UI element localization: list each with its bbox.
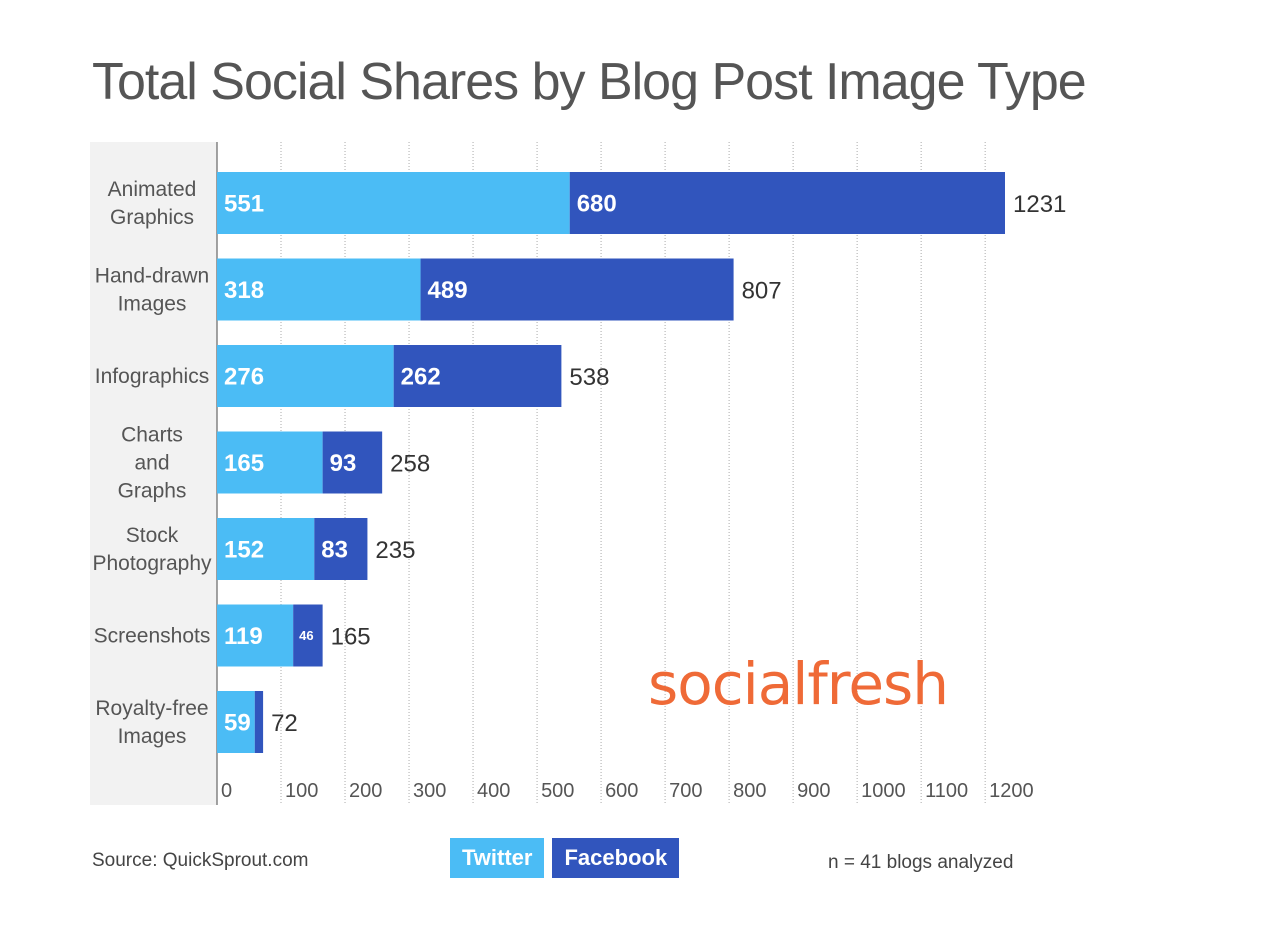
x-tick-label-1100: 1100 [925, 780, 968, 802]
x-tick-label-1000: 1000 [861, 780, 906, 802]
x-tick-label-500: 500 [541, 780, 574, 802]
segment-label-facebook-1: 489 [428, 277, 468, 304]
segment-label-twitter-3: 165 [224, 450, 264, 477]
category-label-5: Screenshots [94, 625, 211, 648]
category-label-0: Animated Graphics [108, 178, 197, 229]
total-label-4: 235 [375, 537, 415, 564]
bar-facebook-0 [569, 172, 1005, 234]
segment-label-facebook-5: 46 [299, 628, 313, 643]
legend: Twitter Facebook [450, 838, 680, 878]
legend-twitter: Twitter [450, 838, 545, 878]
x-tick-label-1200: 1200 [989, 780, 1034, 802]
x-tick-label-300: 300 [413, 780, 446, 802]
total-label-3: 258 [390, 451, 430, 478]
bar-twitter-4 [217, 518, 315, 580]
segment-label-facebook-3: 93 [330, 450, 357, 477]
brand-logo: socialfresh [648, 650, 949, 718]
segment-label-twitter-0: 551 [224, 191, 264, 218]
bar-twitter-5 [217, 604, 294, 667]
bar-facebook-4 [314, 518, 368, 580]
bar-twitter-2 [217, 345, 394, 407]
bar-facebook-3 [322, 431, 383, 494]
x-tick-label-200: 200 [349, 780, 382, 802]
total-label-6: 72 [271, 710, 298, 737]
x-tick-label-100: 100 [285, 780, 318, 802]
segment-label-facebook-2: 262 [401, 364, 441, 391]
x-tick-label-600: 600 [605, 780, 638, 802]
segment-label-facebook-4: 83 [321, 537, 348, 564]
category-panel [90, 142, 217, 805]
segment-label-twitter-2: 276 [224, 364, 264, 391]
total-label-0: 1231 [1013, 191, 1066, 218]
bar-twitter-1 [217, 258, 421, 321]
segment-label-facebook-0: 680 [577, 191, 617, 218]
category-label-3: Charts and Graphs [118, 424, 187, 503]
segment-label-twitter-5: 119 [224, 623, 263, 650]
x-tick-label-400: 400 [477, 780, 510, 802]
bar-facebook-5 [293, 604, 323, 667]
total-label-1: 807 [742, 278, 782, 305]
total-label-5: 165 [331, 624, 371, 651]
category-label-4: Stock Photography [92, 524, 212, 575]
bar-facebook-2 [393, 345, 562, 407]
chart-title: Total Social Shares by Blog Post Image T… [92, 53, 1087, 111]
legend-facebook: Facebook [552, 838, 680, 878]
bar-twitter-3 [217, 431, 323, 494]
source-note: Source: QuickSprout.com [92, 850, 309, 871]
category-label-2: Infographics [95, 365, 209, 388]
bar-twitter-0 [217, 172, 570, 234]
category-label-6: Royalty-free Images [95, 697, 208, 748]
segment-label-twitter-1: 318 [224, 277, 264, 304]
segment-label-twitter-6: 59 [224, 710, 251, 737]
x-tick-label-900: 900 [797, 780, 830, 802]
sample-note: n = 41 blogs analyzed [828, 852, 1014, 873]
bar-twitter-6 [217, 691, 255, 753]
category-label-1: Hand-drawn Images [95, 265, 209, 316]
total-label-2: 538 [569, 364, 609, 391]
bar-facebook-6 [254, 691, 264, 753]
x-tick-label-800: 800 [733, 780, 766, 802]
x-tick-label-700: 700 [669, 780, 702, 802]
bar-facebook-1 [420, 258, 734, 321]
segment-label-twitter-4: 152 [224, 537, 264, 564]
x-tick-label-0: 0 [221, 780, 232, 802]
